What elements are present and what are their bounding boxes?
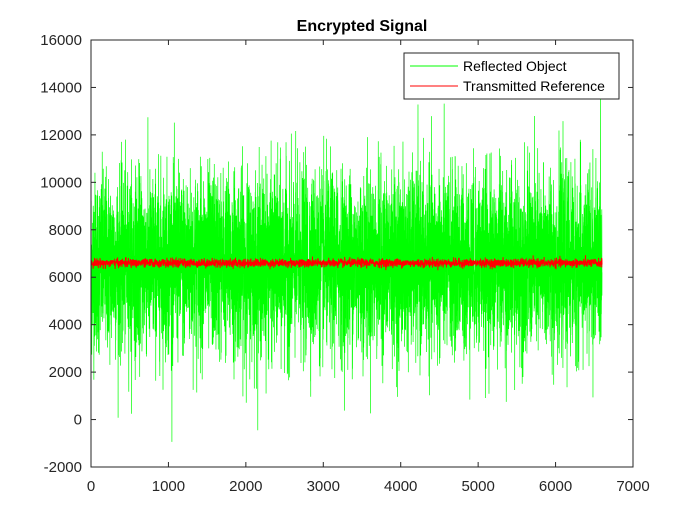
y-tick-label: 14000 [40, 79, 82, 96]
x-tick-label: 7000 [616, 478, 649, 495]
x-tick-label: 3000 [307, 478, 340, 495]
x-tick-label: 1000 [152, 478, 185, 495]
x-tick-label: 4000 [384, 478, 417, 495]
legend: Reflected Object Transmitted Reference [403, 52, 620, 100]
y-tick-label: 10000 [40, 174, 82, 191]
x-tick-label: 2000 [229, 478, 262, 495]
y-tick-label: 16000 [40, 32, 82, 49]
axes: 0 1000 2000 3000 4000 5000 6000 7000 -2000 0 2000 4… [40, 32, 649, 495]
chart-title: Encrypted Signal [297, 18, 428, 35]
series-line-transmitted-reference [91, 255, 603, 271]
x-tick-label: 5000 [461, 478, 494, 495]
axes-box [90, 39, 634, 468]
y-tick-label: 2000 [49, 364, 82, 381]
y-tick-label: 12000 [40, 127, 82, 144]
y-tick-label: 6000 [49, 269, 82, 286]
series-line-reflected-object [91, 89, 603, 442]
y-tick-label: -2000 [44, 459, 82, 476]
legend-label-reflected-object: Reflected Object [463, 58, 567, 74]
y-tick-label: 8000 [49, 222, 82, 239]
x-tick-label: 0 [87, 478, 95, 495]
y-tick-label: 4000 [49, 317, 82, 334]
plot-area [91, 89, 603, 442]
legend-box [403, 52, 620, 100]
y-tick-label: 0 [74, 412, 82, 429]
x-tick-label: 6000 [539, 478, 572, 495]
legend-label-transmitted-reference: Transmitted Reference [463, 78, 605, 94]
